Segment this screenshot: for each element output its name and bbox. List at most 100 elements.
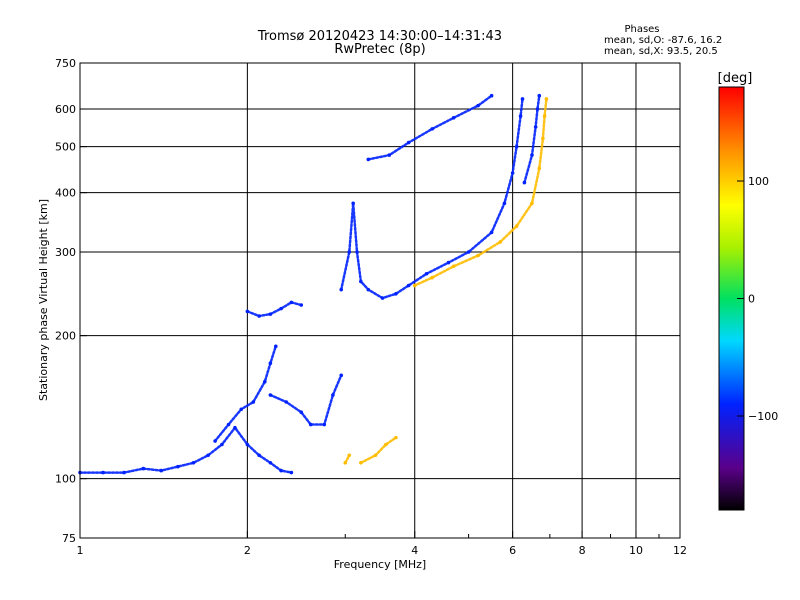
- data-point: [530, 153, 534, 157]
- data-point: [541, 136, 545, 141]
- data-point: [245, 442, 250, 447]
- data-point: [233, 425, 237, 430]
- plot-frame: [79, 62, 681, 539]
- data-point: [245, 309, 250, 314]
- data-point: [518, 114, 523, 118]
- x-tick-label: 2: [244, 544, 251, 557]
- colorbar-tick-label: 0: [748, 293, 755, 306]
- data-point: [384, 442, 388, 447]
- data-point: [268, 460, 273, 465]
- data-point: [451, 116, 456, 120]
- data-point: [535, 107, 540, 111]
- data-point: [251, 400, 256, 404]
- colorbar-ticks: 100 0 −100: [737, 175, 778, 423]
- data-point: [514, 144, 519, 149]
- x-tick-label: 12: [673, 544, 687, 557]
- y-tick-label: 300: [55, 246, 76, 259]
- x-tick-label: 6: [509, 544, 516, 557]
- y-tick-label: 200: [55, 330, 76, 343]
- data-point: [424, 271, 429, 276]
- data-point: [347, 453, 352, 458]
- y-tick-label: 600: [55, 103, 76, 116]
- data-point: [359, 279, 363, 284]
- data-point: [387, 153, 392, 157]
- data-point: [213, 439, 217, 443]
- x-tick-label: 10: [629, 544, 643, 557]
- data-point: [510, 171, 515, 175]
- echo-trace: [246, 301, 303, 318]
- data-point: [366, 157, 371, 162]
- data-point: [257, 314, 261, 318]
- y-tick-label: 500: [55, 141, 76, 154]
- data-point: [430, 127, 434, 131]
- grid: [80, 63, 681, 538]
- data-point: [380, 296, 385, 300]
- data-point: [351, 201, 355, 206]
- chart-subtitle: RwPretec (8p): [334, 42, 425, 57]
- echo-trace: [367, 94, 493, 161]
- data-point: [279, 306, 283, 311]
- data-point: [101, 470, 105, 475]
- data-point: [279, 468, 283, 473]
- phases-line-o: mean, sd,O: -87.6, 16.2: [604, 35, 722, 46]
- data-point: [347, 250, 352, 254]
- colorbar-tick-label: 100: [748, 175, 769, 188]
- chart-title: Tromsø 20120423 14:30:00–14:31:43: [257, 29, 502, 44]
- echo-trace: [213, 344, 278, 443]
- y-axis-label: Stationary phase Virtual Height [km]: [37, 199, 50, 401]
- data-point: [406, 283, 411, 288]
- data-point: [206, 453, 210, 458]
- data-point: [308, 422, 313, 427]
- data-point: [141, 466, 146, 471]
- data-point: [122, 470, 126, 475]
- data-point: [268, 361, 273, 366]
- colorbar-label: [deg]: [718, 71, 753, 86]
- data-point: [268, 312, 273, 316]
- data-point: [537, 93, 542, 98]
- data-point: [176, 464, 180, 469]
- data-point: [394, 292, 398, 296]
- data-point: [430, 275, 434, 280]
- data-point: [257, 453, 261, 458]
- data-point: [299, 410, 304, 415]
- data-point: [406, 140, 411, 145]
- data-point: [284, 400, 289, 404]
- data-point: [343, 460, 348, 465]
- data-point: [394, 435, 398, 440]
- phases-line-x: mean, sd,X: 93.5, 20.5: [604, 46, 718, 57]
- data-point: [339, 373, 344, 378]
- data-point: [226, 422, 231, 427]
- y-tick-label: 75: [62, 532, 76, 545]
- data-point: [476, 253, 480, 258]
- phases-heading: Phases: [624, 24, 659, 35]
- x-axis-label: Frequency [MHz]: [334, 558, 426, 571]
- data-point: [331, 393, 335, 397]
- data-point: [263, 379, 267, 384]
- data-point: [366, 287, 371, 292]
- data-point: [522, 180, 527, 185]
- data-point: [542, 114, 547, 118]
- data-point: [537, 166, 542, 171]
- echo-trace: [269, 374, 343, 426]
- data-point: [274, 344, 278, 349]
- data-point: [220, 442, 224, 447]
- data-point: [446, 260, 451, 265]
- data-point: [502, 201, 507, 206]
- data-point: [339, 287, 344, 292]
- data-points: [78, 93, 549, 475]
- data-point: [514, 224, 519, 229]
- x-tick-label: 1: [77, 544, 84, 557]
- data-point: [322, 422, 327, 427]
- data-point: [533, 125, 538, 129]
- data-point: [489, 230, 494, 235]
- data-point: [289, 470, 294, 475]
- data-point: [476, 103, 480, 108]
- data-point: [159, 468, 164, 473]
- data-point: [451, 264, 456, 269]
- y-tick-label: 750: [55, 57, 76, 70]
- data-point: [373, 453, 378, 458]
- colorbar-tick-label: −100: [748, 410, 778, 423]
- y-tick-label: 400: [55, 187, 76, 200]
